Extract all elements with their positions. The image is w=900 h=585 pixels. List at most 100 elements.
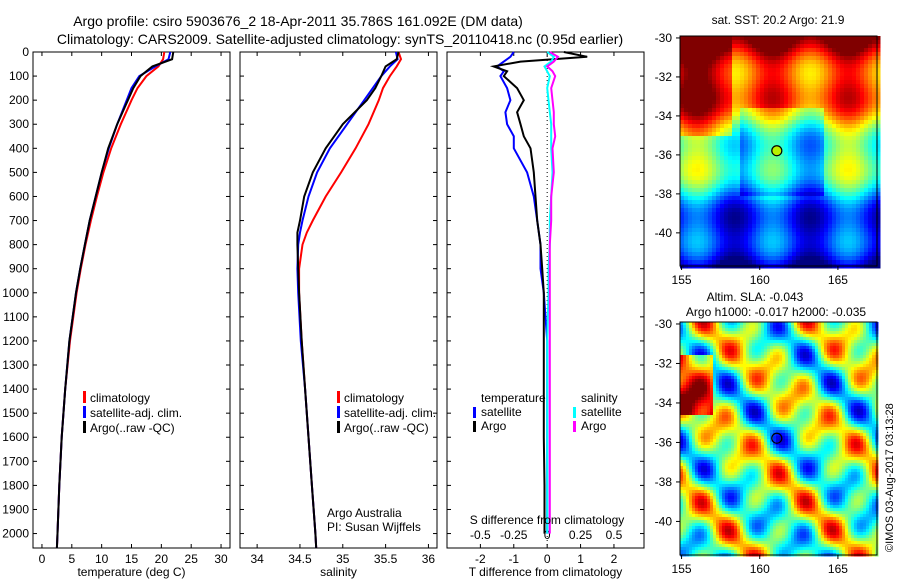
map-cell [808,244,813,249]
map-cell [812,349,816,353]
map-cell [808,112,813,117]
map-cell [812,367,816,371]
map-cell [692,124,697,129]
map-cell [868,216,873,221]
map-cell [748,204,753,209]
map-cell [708,140,713,145]
map-cell [701,361,705,365]
map-cell [803,403,807,407]
map-cell [803,370,807,374]
map-cell [808,184,813,189]
map-cell [680,184,685,189]
map-cell [761,376,765,380]
map-cell [848,40,853,45]
map-cell [868,116,873,121]
map-cell [688,256,693,261]
plot-frame [33,52,230,548]
map-cell [864,112,869,117]
map-cell [821,340,825,344]
map-cell [848,200,853,205]
map-cell [788,349,792,353]
map-cell [833,322,837,326]
map-cell [716,192,721,197]
map-cell [797,325,801,329]
map-cell [740,120,745,125]
map-cell [844,80,849,85]
map-cell [708,220,713,225]
map-cell [812,196,817,201]
map-cell [796,140,801,145]
map-cell [806,388,810,392]
map-cell [696,96,701,101]
map-cell [780,132,785,137]
map-cell [686,373,690,377]
map-cell [708,256,713,261]
map-cell [863,367,867,371]
map-cell [732,260,737,265]
map-cell [864,164,869,169]
map-cell [872,355,876,359]
map-cell [782,343,786,347]
map-cell [857,400,861,404]
map-cell [748,44,753,49]
map-cell [791,334,795,338]
map-cell [864,76,869,81]
map-cell [716,80,721,85]
map-cell [842,358,846,362]
map-cell [848,108,853,113]
map-cell [860,349,864,353]
map-cell [696,200,701,205]
map-cell [708,200,713,205]
map-cell [695,337,699,341]
map-cell [812,64,817,69]
map-cell [832,164,837,169]
map-cell [820,188,825,193]
map-cell [704,52,709,57]
map-cell [758,388,762,392]
map-cell [758,397,762,401]
map-cell [734,364,738,368]
y-tick-label: -36 [655,148,673,162]
map-cell [844,92,849,97]
map-cell [816,132,821,137]
map-cell [836,156,841,161]
map-cell [724,240,729,245]
map-cell [680,136,685,141]
map-cell [700,184,705,189]
map-cell [761,367,765,371]
map-cell [845,373,849,377]
map-cell [712,72,717,77]
map-cell [732,132,737,137]
map-cell [708,164,713,169]
map-cell [719,343,723,347]
map-cell [696,100,701,105]
map-cell [832,76,837,81]
map-cell [784,196,789,201]
map-cell [852,184,857,189]
map-cell [695,343,699,347]
map-cell [683,352,687,356]
map-cell [724,196,729,201]
map-cell [736,140,741,145]
map-cell [804,168,809,173]
map-cell [700,156,705,161]
map-cell [716,244,721,249]
map-cell [844,256,849,261]
map-cell [796,224,801,229]
map-cell [832,120,837,125]
map-cell [839,352,843,356]
map-cell [851,370,855,374]
map-cell [725,385,729,389]
map-cell [872,68,877,73]
map-cell [821,343,825,347]
map-cell [857,322,861,326]
map-cell [712,168,717,173]
map-cell [818,346,822,350]
map-cell [852,248,857,253]
map-cell [760,156,765,161]
map-cell [796,36,801,41]
map-cell [784,124,789,129]
map-cell [868,124,873,129]
map-cell [740,252,745,257]
map-cell [698,364,702,368]
